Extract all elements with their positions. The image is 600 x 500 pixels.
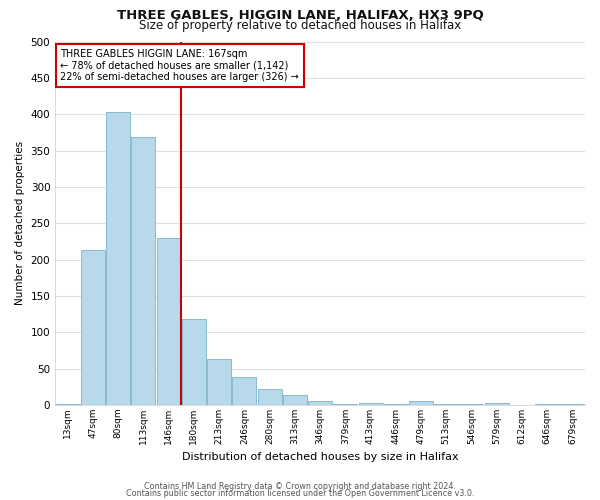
Bar — [232, 376, 256, 405]
Text: THREE GABLES, HIGGIN LANE, HALIFAX, HX3 9PQ: THREE GABLES, HIGGIN LANE, HALIFAX, HX3 … — [116, 9, 484, 22]
X-axis label: Distribution of detached houses by size in Halifax: Distribution of detached houses by size … — [182, 452, 458, 462]
Bar — [283, 395, 307, 405]
Text: Size of property relative to detached houses in Halifax: Size of property relative to detached ho… — [139, 18, 461, 32]
Text: THREE GABLES HIGGIN LANE: 167sqm
← 78% of detached houses are smaller (1,142)
22: THREE GABLES HIGGIN LANE: 167sqm ← 78% o… — [61, 49, 299, 82]
Bar — [308, 402, 332, 405]
Bar — [81, 250, 105, 405]
Bar — [434, 404, 458, 405]
Bar — [106, 112, 130, 405]
Bar — [131, 136, 155, 405]
Bar — [56, 404, 80, 405]
Bar — [560, 404, 584, 405]
Bar — [535, 404, 559, 405]
Y-axis label: Number of detached properties: Number of detached properties — [15, 141, 25, 306]
Bar — [359, 403, 383, 405]
Bar — [384, 404, 408, 405]
Text: Contains HM Land Registry data © Crown copyright and database right 2024.: Contains HM Land Registry data © Crown c… — [144, 482, 456, 491]
Bar — [207, 359, 231, 405]
Bar — [409, 400, 433, 405]
Bar — [485, 403, 509, 405]
Bar — [182, 319, 206, 405]
Bar — [334, 404, 357, 405]
Bar — [257, 389, 281, 405]
Bar — [157, 238, 181, 405]
Text: Contains public sector information licensed under the Open Government Licence v3: Contains public sector information licen… — [126, 489, 474, 498]
Bar — [460, 404, 484, 405]
